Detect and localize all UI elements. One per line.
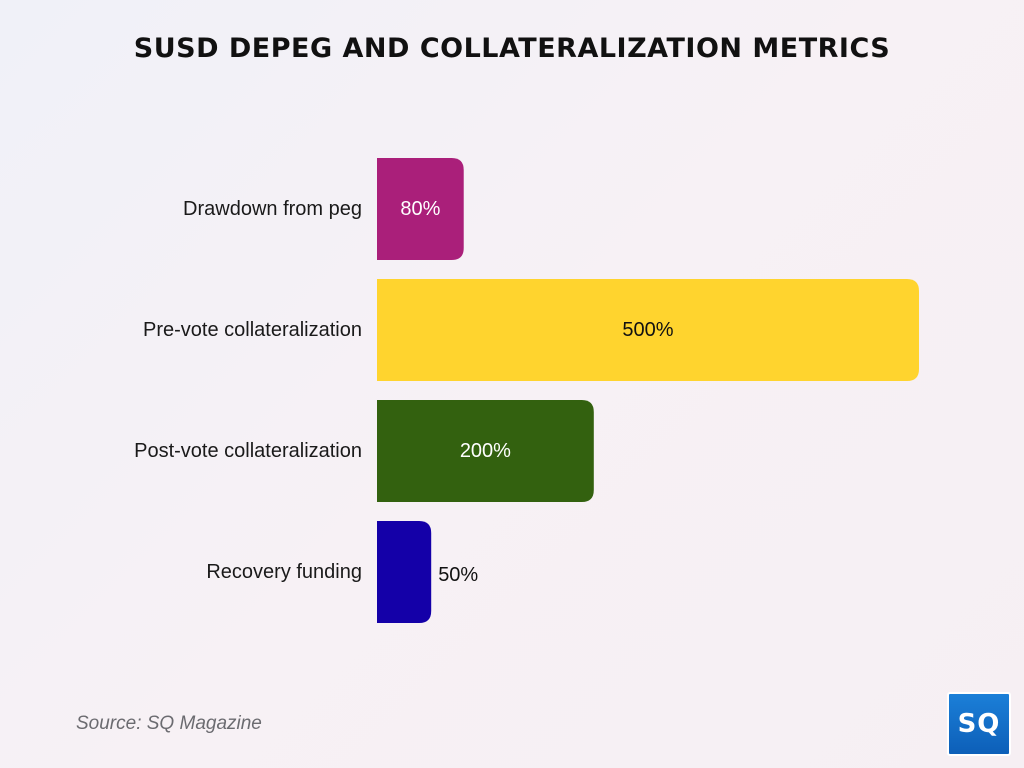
value-label-0: 80%	[400, 198, 440, 220]
value-label-2: 200%	[460, 440, 511, 462]
bar-2	[377, 400, 594, 502]
value-label-1: 500%	[622, 319, 673, 341]
chart-title: SUSD DEPEG AND COLLATERALIZATION METRICS	[133, 33, 891, 64]
category-label-3: Recovery funding	[206, 561, 362, 583]
sq-logo: SQ	[947, 692, 1011, 756]
bar-3	[377, 521, 432, 623]
bar-1	[377, 279, 919, 381]
value-label-3: 50%	[438, 564, 478, 586]
bar-0	[377, 158, 464, 260]
category-label-1: Pre-vote collateralization	[143, 319, 362, 341]
logo-text: SQ	[957, 709, 1001, 739]
category-label-2: Post-vote collateralization	[134, 440, 362, 462]
category-label-0: Drawdown from peg	[183, 198, 362, 220]
source-caption: Source: SQ Magazine	[76, 713, 262, 734]
